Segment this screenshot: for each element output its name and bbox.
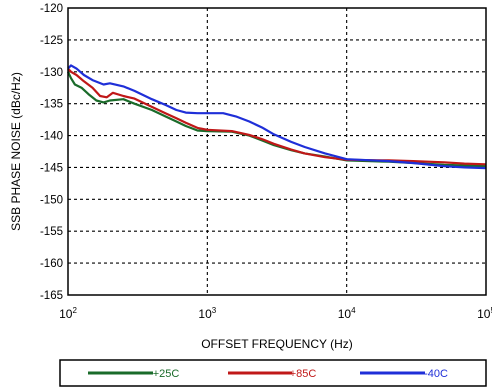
x-axis-label: OFFSET FREQUENCY (Hz) xyxy=(201,337,353,351)
y-tick-label: -165 xyxy=(40,290,63,302)
y-tick-label: -135 xyxy=(40,99,63,111)
legend-label: +25C xyxy=(153,368,180,380)
y-tick-label: -120 xyxy=(40,3,63,15)
x-tick-labels: 102 103 104 105 xyxy=(59,306,492,321)
y-tick-label: -160 xyxy=(40,258,63,270)
plot-frame xyxy=(67,7,487,296)
legend-label: -40C xyxy=(424,368,448,380)
y-tick-labels: -120 -125 -130 -135 -140 -145 -150 -155 -160 -165 xyxy=(40,3,63,302)
y-tick-label: -155 xyxy=(40,226,63,238)
y-axis-label: SSB PHASE NOISE (dBc/Hz) xyxy=(9,72,23,231)
x-tick-label: 105 xyxy=(477,306,492,321)
x-tick-label: 102 xyxy=(59,306,77,321)
legend-label: +85C xyxy=(290,368,317,380)
x-tick-label: 103 xyxy=(198,306,216,321)
series-lines xyxy=(67,64,487,170)
y-tick-label: -125 xyxy=(40,35,63,47)
grid-lines xyxy=(68,8,486,295)
legend: +25C +85C -40C xyxy=(59,359,487,387)
series-line-40c xyxy=(67,64,487,170)
y-tick-label: -130 xyxy=(40,67,63,79)
y-tick-label: -140 xyxy=(40,131,63,143)
y-tick-label: -150 xyxy=(40,194,63,206)
y-tick-label: -145 xyxy=(40,162,63,174)
x-tick-label: 104 xyxy=(338,306,356,321)
